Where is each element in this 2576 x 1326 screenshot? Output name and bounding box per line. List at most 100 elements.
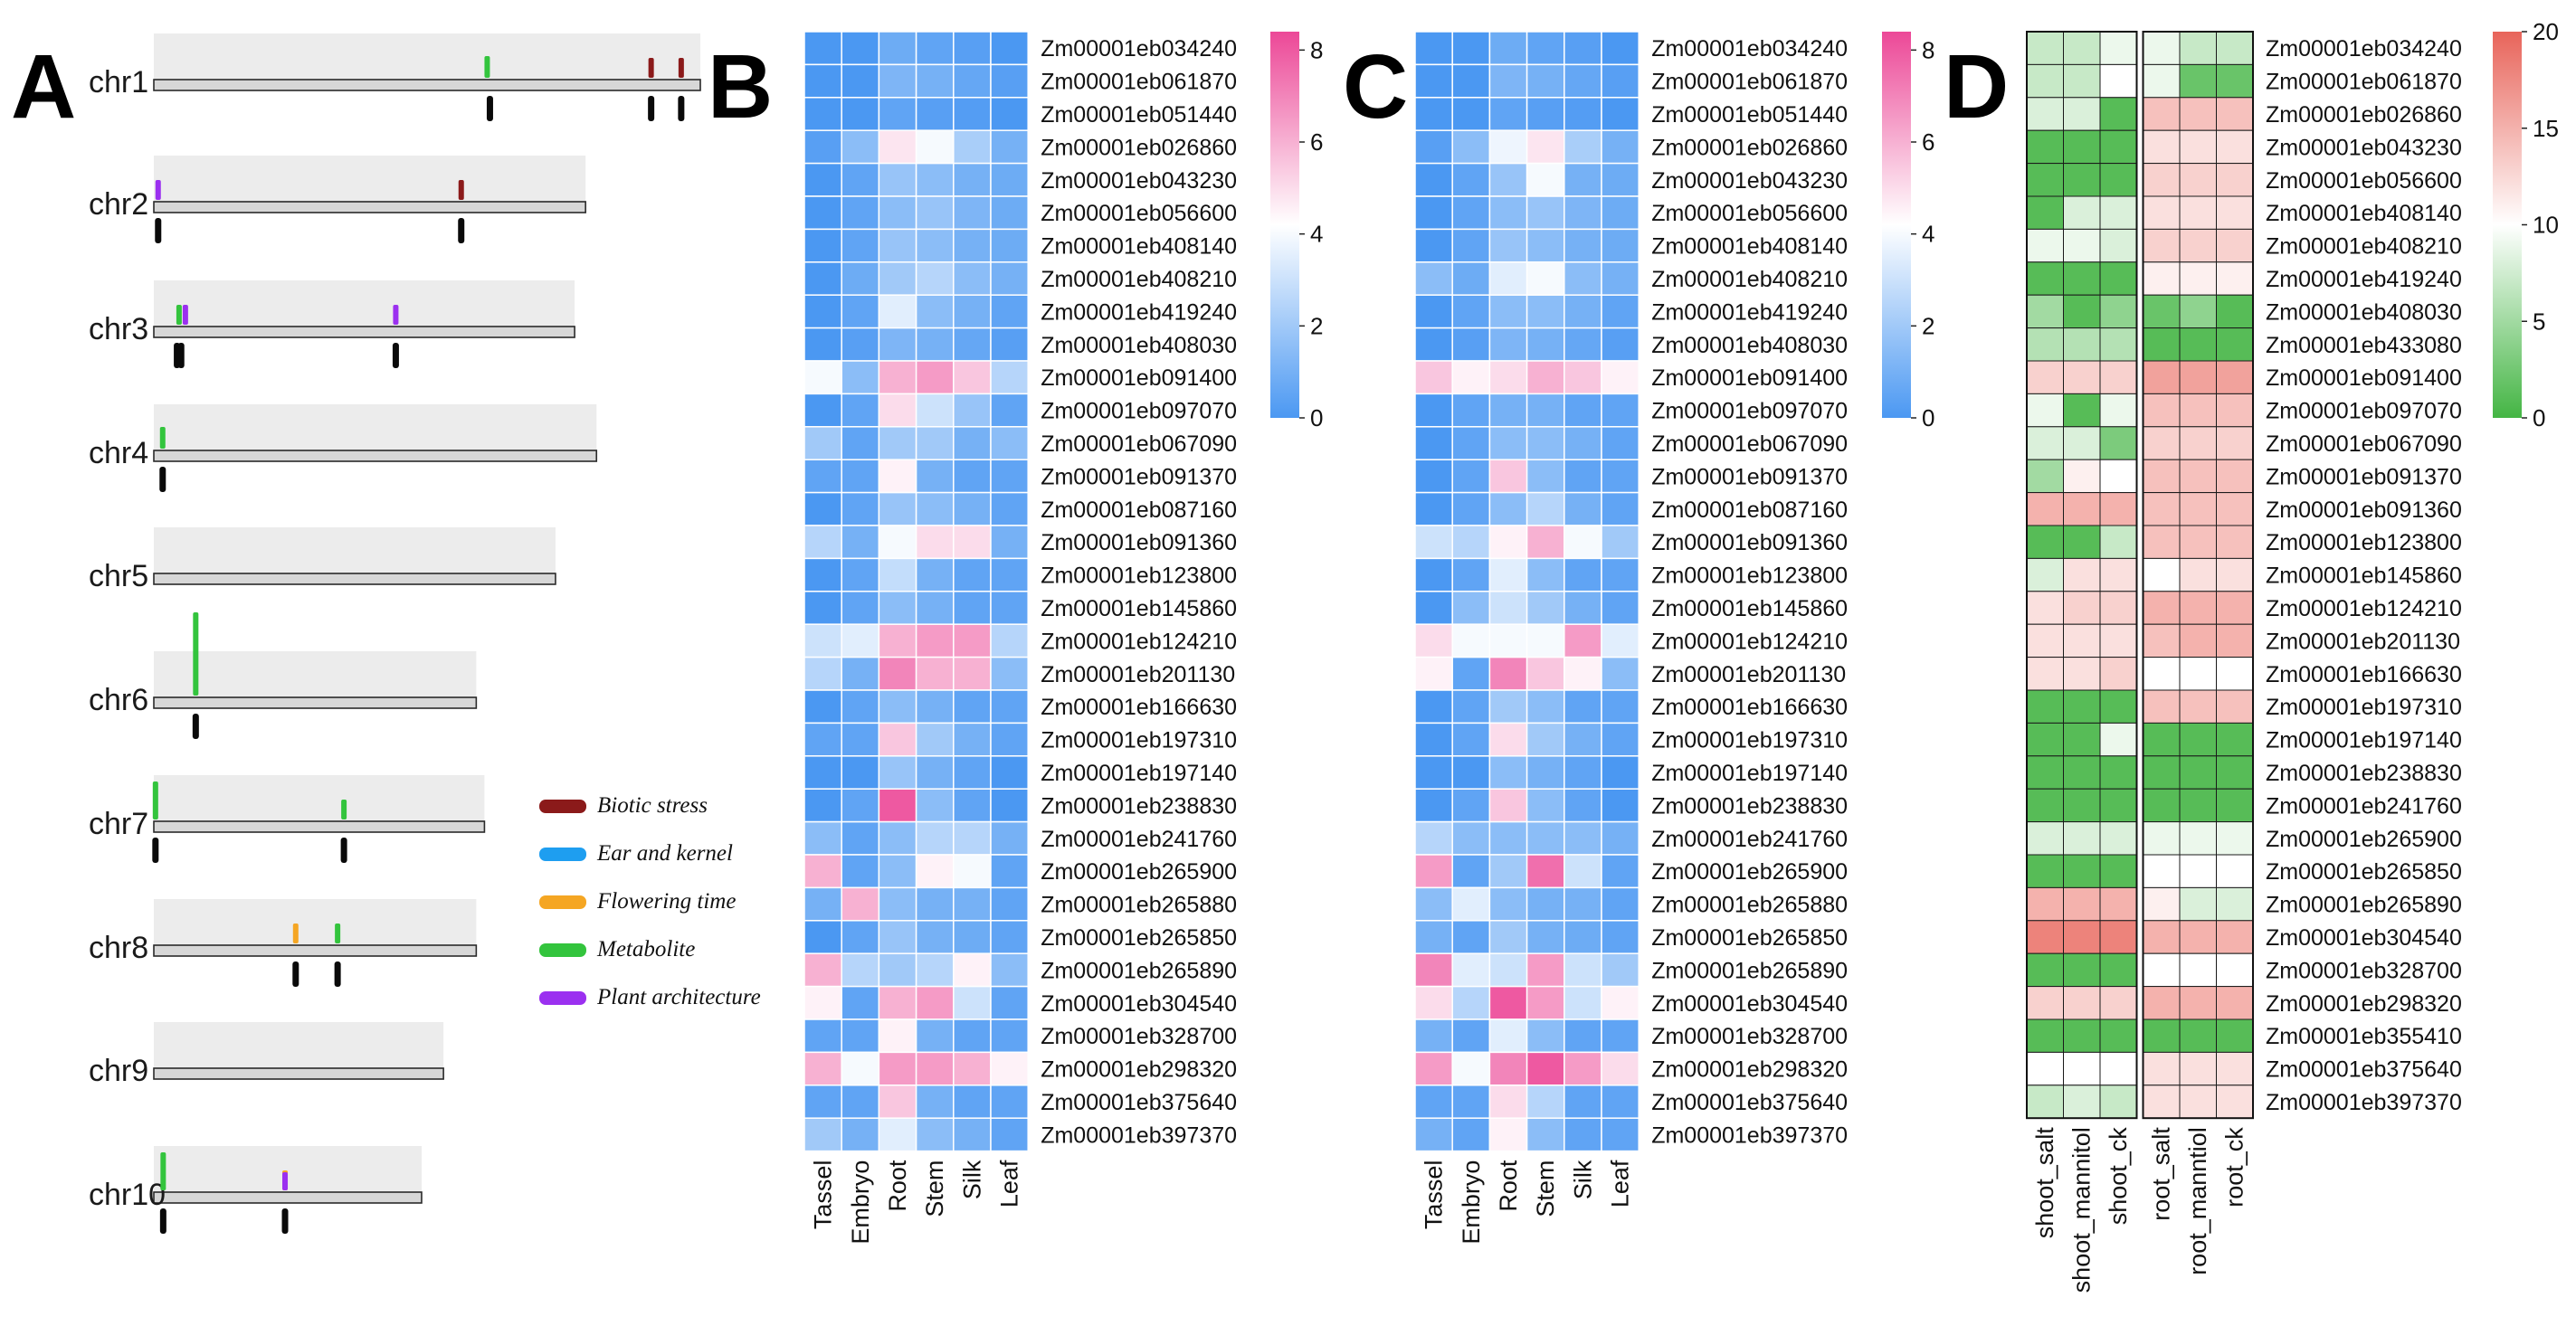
heatmap-cell bbox=[953, 1018, 992, 1054]
colorbar: 0 2 4 6 8 bbox=[1882, 32, 1934, 431]
heatmap-cell bbox=[915, 788, 955, 823]
heatmap-cell bbox=[953, 755, 992, 790]
heatmap-cell bbox=[1526, 491, 1565, 526]
column-label: shoot_ck bbox=[2105, 1127, 2132, 1226]
heatmap-cell bbox=[2143, 393, 2181, 428]
row-label: Zm00001eb026860 bbox=[1041, 135, 1237, 160]
row-label: Zm00001eb197310 bbox=[2266, 695, 2462, 720]
heatmap-cell bbox=[2099, 195, 2137, 230]
row-label: Zm00001eb087160 bbox=[1041, 497, 1237, 523]
heatmap-cell bbox=[803, 459, 842, 494]
heatmap-cell bbox=[1451, 426, 1491, 460]
heatmap-cell bbox=[1564, 886, 1602, 922]
row-label: Zm00001eb166630 bbox=[1651, 695, 1848, 720]
trait-marker bbox=[159, 427, 166, 449]
heatmap-cell bbox=[2026, 986, 2064, 1020]
heatmap-cell bbox=[2143, 1051, 2181, 1086]
gene-position-mark bbox=[392, 343, 399, 368]
heatmap-cell bbox=[2179, 129, 2217, 165]
heatmap-cell bbox=[1526, 591, 1565, 625]
heatmap-cell bbox=[1601, 1051, 1640, 1086]
heatmap-cell bbox=[2179, 689, 2217, 724]
trait-marker bbox=[292, 923, 299, 943]
heatmap-cell bbox=[2063, 657, 2101, 691]
heatmap-cell bbox=[878, 1018, 917, 1054]
colorbar: 0 2 4 6 8 bbox=[1270, 32, 1323, 431]
heatmap-cell bbox=[2026, 97, 2064, 131]
heatmap-cell bbox=[1564, 261, 1602, 296]
heatmap-cell bbox=[2216, 886, 2254, 922]
heatmap-cell bbox=[915, 820, 955, 856]
heatmap-cell bbox=[878, 591, 917, 625]
heatmap-cell bbox=[953, 557, 992, 592]
heatmap-cell bbox=[1414, 557, 1453, 592]
chromosome-row: chr5 bbox=[89, 527, 556, 593]
heatmap-cell bbox=[878, 920, 917, 954]
heatmap-cell bbox=[2179, 557, 2217, 592]
heatmap-cell bbox=[1488, 31, 1528, 66]
row-label: Zm00001eb328700 bbox=[1041, 1024, 1237, 1049]
heatmap-cell bbox=[2099, 557, 2137, 592]
row-label: Zm00001eb166630 bbox=[2266, 662, 2462, 687]
heatmap-cell bbox=[915, 952, 955, 988]
heatmap-cell bbox=[841, 985, 880, 1020]
heatmap-cell bbox=[2179, 591, 2217, 625]
heatmap-cell bbox=[2026, 327, 2064, 362]
heatmap-cell bbox=[2099, 129, 2137, 165]
heatmap-cell bbox=[803, 591, 842, 625]
heatmap-cell bbox=[2179, 492, 2217, 526]
heatmap-cell bbox=[2216, 854, 2254, 888]
heatmap-cell bbox=[2216, 591, 2254, 625]
heatmap-cell bbox=[915, 195, 955, 231]
heatmap-cell bbox=[803, 886, 842, 922]
heatmap-cell bbox=[803, 689, 842, 725]
heatmap-cell bbox=[878, 97, 917, 131]
heatmap-cell bbox=[990, 952, 1029, 988]
heatmap-cell bbox=[953, 294, 992, 329]
heatmap-cell bbox=[1488, 327, 1528, 362]
column-label: Tassel bbox=[810, 1160, 837, 1230]
heatmap-cell bbox=[2179, 163, 2217, 197]
heatmap-cell bbox=[2026, 360, 2064, 394]
row-label: Zm00001eb304540 bbox=[2266, 925, 2462, 951]
chromosome-bar bbox=[153, 1067, 444, 1080]
row-label: Zm00001eb433080 bbox=[2266, 333, 2462, 358]
column-label: Silk bbox=[1569, 1160, 1596, 1199]
heatmap-cell bbox=[878, 886, 917, 922]
heatmap-cell bbox=[1564, 195, 1602, 231]
heatmap-cell bbox=[2143, 63, 2181, 99]
heatmap-cell bbox=[2216, 722, 2254, 757]
heatmap-cell bbox=[2179, 821, 2217, 856]
heatmap-cell bbox=[953, 722, 992, 757]
trait-marker bbox=[155, 180, 161, 200]
heatmap-cell bbox=[1488, 1117, 1528, 1152]
chromosome-label: chr4 bbox=[89, 436, 148, 470]
heatmap-cell bbox=[2179, 986, 2217, 1020]
heatmap-cell bbox=[2143, 920, 2181, 954]
heatmap-cell bbox=[2216, 195, 2254, 230]
heatmap-cell bbox=[2026, 393, 2064, 428]
chromosome-row: chr4 bbox=[89, 404, 598, 492]
heatmap-cell bbox=[1451, 162, 1491, 197]
column-label: Embryo bbox=[1458, 1160, 1485, 1245]
heatmap-cell bbox=[1526, 228, 1565, 263]
heatmap-cell bbox=[1414, 129, 1453, 165]
heatmap-cell bbox=[878, 459, 917, 494]
heatmap-cell bbox=[915, 591, 955, 625]
heatmap-cell bbox=[2063, 755, 2101, 790]
row-label: Zm00001eb061870 bbox=[1651, 70, 1848, 95]
heatmap-cell bbox=[990, 261, 1029, 296]
heatmap-cell bbox=[2143, 689, 2181, 724]
heatmap-cell bbox=[2063, 426, 2101, 460]
heatmap-cell bbox=[1601, 886, 1640, 922]
heatmap-cell bbox=[990, 31, 1029, 66]
heatmap-cell bbox=[990, 854, 1029, 889]
heatmap-cell bbox=[2063, 623, 2101, 658]
heatmap-cell bbox=[1564, 1018, 1602, 1054]
heatmap-cell bbox=[915, 525, 955, 560]
heatmap-cell bbox=[1526, 557, 1565, 592]
heatmap-cell bbox=[1414, 525, 1453, 560]
heatmap-cell bbox=[2063, 294, 2101, 329]
